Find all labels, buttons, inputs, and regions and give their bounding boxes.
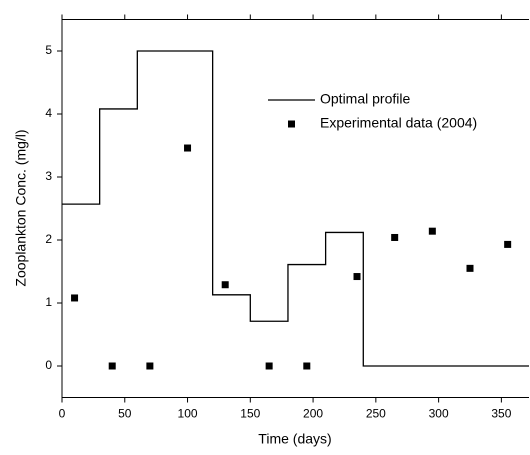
data-point xyxy=(108,362,116,370)
data-point xyxy=(184,144,192,152)
data-point xyxy=(71,294,79,302)
x-tick-label: 150 xyxy=(240,407,260,421)
data-point xyxy=(146,362,154,370)
data-point xyxy=(466,264,474,272)
x-tick-label: 250 xyxy=(366,407,386,421)
data-point xyxy=(303,362,311,370)
legend-marker xyxy=(288,120,295,128)
y-tick-label: 5 xyxy=(45,43,52,57)
data-point xyxy=(391,233,399,241)
step-line xyxy=(62,50,529,367)
y-tick-label: 3 xyxy=(45,169,52,183)
x-tick-label: 300 xyxy=(429,407,449,421)
x-tick-label: 100 xyxy=(178,407,198,421)
x-tick-label: 0 xyxy=(59,407,66,421)
y-tick-label: 2 xyxy=(45,232,52,246)
y-tick-label: 1 xyxy=(45,295,52,309)
y-axis-title: Zooplankton Conc. (mg/l) xyxy=(13,129,29,286)
x-tick-label: 200 xyxy=(303,407,323,421)
x-tick-label: 50 xyxy=(118,407,132,421)
x-tick-label: 350 xyxy=(491,407,511,421)
legend-text: Optimal profile xyxy=(320,91,410,107)
data-point xyxy=(504,240,512,248)
legend-text: Experimental data (2004) xyxy=(320,115,477,131)
y-tick-label: 0 xyxy=(45,358,52,372)
data-point xyxy=(265,362,273,370)
data-point xyxy=(428,227,436,235)
x-axis-title: Time (days) xyxy=(258,431,331,447)
data-point xyxy=(221,281,229,289)
y-tick-label: 4 xyxy=(45,106,52,120)
data-point xyxy=(353,273,361,281)
